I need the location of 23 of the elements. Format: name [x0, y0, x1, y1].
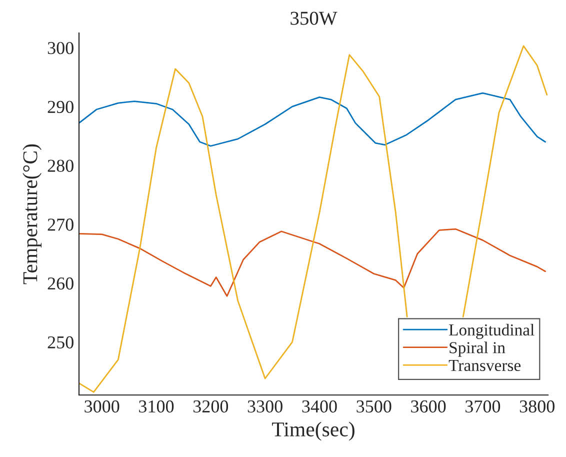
y-tick-label: 260 [48, 277, 74, 290]
x-tick-label: 3700 [466, 400, 500, 413]
y-tick-label: 250 [48, 336, 74, 348]
y-tick-label: 290 [48, 100, 74, 114]
x-axis-title: Time(sec) [272, 422, 354, 441]
x-tick-label: 3800 [520, 400, 554, 413]
x-tick-label: 3200 [193, 400, 228, 413]
x-tick-label: 3400 [302, 400, 337, 413]
legend-label: Longitudinal [449, 324, 534, 339]
y-tick-label: 270 [48, 218, 74, 231]
x-tick-label: 3500 [356, 400, 392, 413]
line-series [79, 228, 546, 297]
x-tick-label: 3300 [248, 400, 282, 413]
x-tick-label: 3600 [411, 400, 446, 413]
x-tick-label: 3100 [139, 400, 174, 413]
legend-label: Transverse [448, 360, 521, 372]
x-tick-label: 3000 [84, 400, 120, 413]
y-tick-label: 300 [48, 42, 74, 54]
legend-label: Spiral in [450, 342, 506, 357]
line-series [79, 92, 546, 147]
y-tick-label: 280 [48, 160, 74, 172]
y-axis-title: Temperature(°C) [22, 144, 42, 284]
chart-title: 350W [290, 12, 338, 25]
